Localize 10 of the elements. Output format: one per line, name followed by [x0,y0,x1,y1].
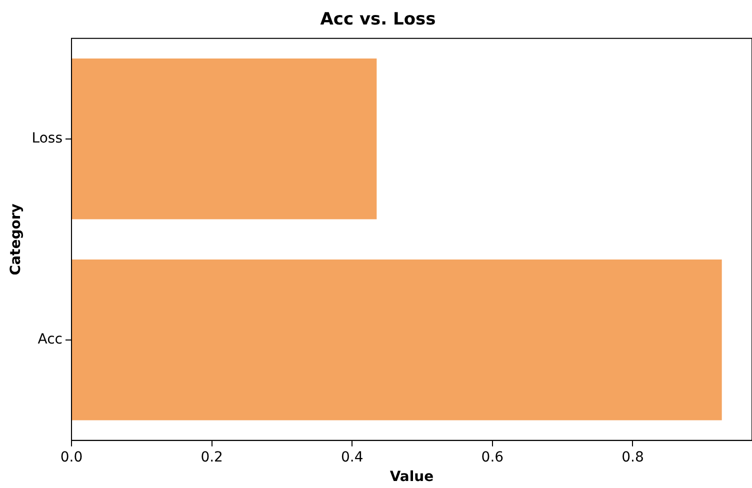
x-tick-label: 0.4 [340,449,364,466]
x-tick-label: 0.0 [60,449,83,466]
chart-title: Acc vs. Loss [320,10,436,30]
y-tick-label: Loss [32,130,63,147]
x-tick-label: 0.2 [200,449,223,466]
y-axis-title: Category [8,204,24,276]
x-tick-label: 0.8 [622,449,644,466]
y-tick-label: Acc [38,332,63,348]
x-axis-title: Value [390,469,434,486]
x-tick-label: 0.6 [481,449,504,466]
